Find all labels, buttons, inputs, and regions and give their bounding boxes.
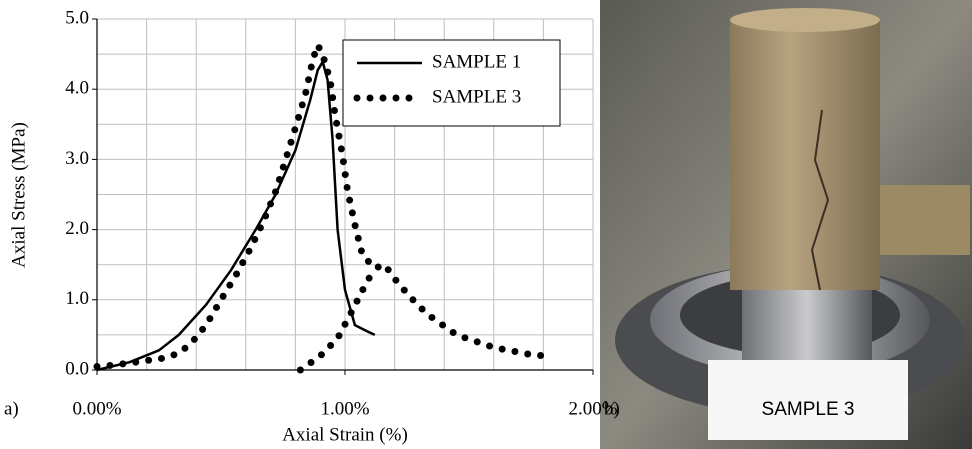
legend-label: SAMPLE 1 — [432, 51, 521, 72]
y-tick-label: 2.0 — [65, 218, 89, 239]
caption-card — [708, 360, 908, 440]
legend-label: SAMPLE 3 — [432, 86, 521, 107]
photo-caption: SAMPLE 3 — [762, 399, 855, 420]
y-tick-label: 3.0 — [65, 148, 89, 169]
photo: SAMPLE 3 b) — [600, 0, 972, 449]
fragment — [880, 185, 970, 255]
x-tick-label: 0.00% — [72, 398, 121, 419]
x-tick-label: 2.00% — [568, 398, 617, 419]
series-line — [93, 35, 557, 374]
base-piston — [742, 280, 872, 360]
y-tick-label: 1.0 — [65, 288, 89, 309]
legend-box — [342, 39, 561, 127]
series-line — [96, 60, 376, 372]
panel-label: b) — [604, 398, 620, 419]
x-tick-label: 1.00% — [320, 398, 369, 419]
y-axis-title: Axial Stress (MPa) — [8, 122, 29, 268]
y-tick-label: 0.0 — [65, 358, 89, 379]
crack — [810, 109, 830, 291]
specimen-top — [730, 8, 880, 32]
y-tick-label: 5.0 — [65, 7, 89, 28]
specimen — [730, 20, 880, 290]
y-tick-label: 4.0 — [65, 78, 89, 99]
x-axis-title: Axial Strain (%) — [282, 424, 408, 445]
panel-label: a) — [4, 398, 19, 419]
